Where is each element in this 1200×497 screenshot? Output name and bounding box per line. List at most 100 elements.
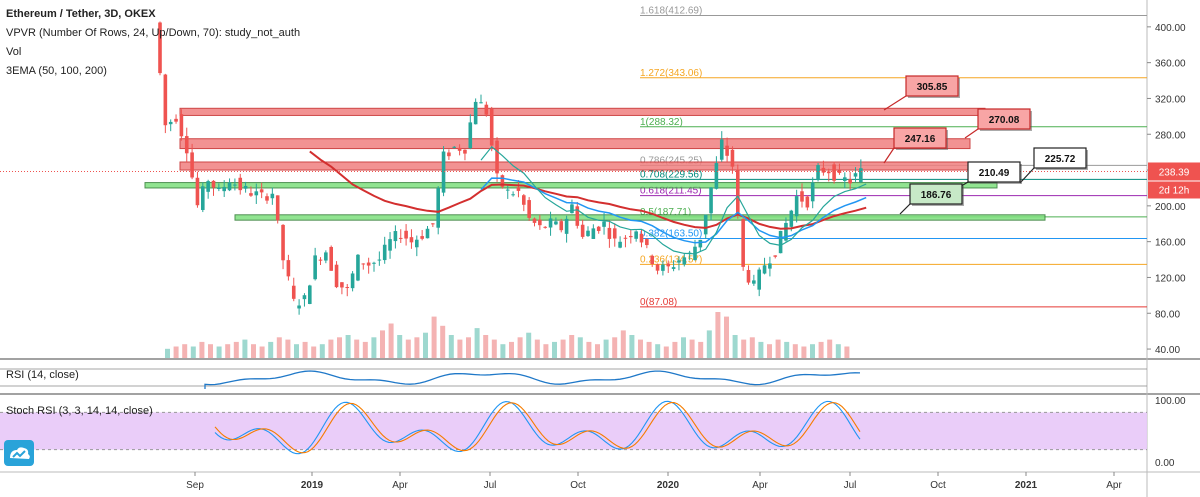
annotation-box	[977, 108, 1031, 130]
volume-bar	[362, 341, 368, 358]
volume-bar	[190, 346, 196, 358]
ema-50-line	[480, 145, 867, 255]
legend-ema: 3EMA (50, 100, 200)	[6, 65, 107, 77]
candle-body	[730, 149, 735, 167]
candle-body	[495, 140, 499, 174]
price-axis-label: 40.00	[1155, 345, 1180, 356]
volume-bar	[706, 330, 712, 358]
candle-body	[265, 196, 269, 201]
candle-body	[719, 139, 724, 160]
candle-body	[174, 118, 178, 122]
candle-body	[329, 246, 333, 271]
candle-body	[415, 239, 419, 248]
volume-bar	[483, 335, 489, 358]
volume-bar	[509, 341, 514, 358]
annotation-label: 186.76	[921, 190, 952, 201]
time-axis-label: 2019	[301, 480, 324, 491]
volume-bar	[844, 346, 850, 358]
candle-body	[805, 196, 810, 208]
candle-body	[837, 170, 842, 173]
candle-body	[853, 173, 858, 177]
volume-bar	[388, 323, 394, 358]
ema-100-line	[480, 177, 867, 244]
candle-body	[479, 102, 483, 104]
candle-body	[463, 149, 467, 154]
volume-bar	[818, 341, 824, 358]
candle-body	[580, 224, 585, 237]
candle-body	[746, 270, 751, 283]
volume-bar	[732, 335, 738, 358]
time-axis-label: 2021	[1015, 480, 1038, 491]
volume-bar	[810, 344, 815, 358]
candle-body	[789, 210, 794, 227]
candle-body	[596, 226, 601, 232]
countdown-badge	[1148, 181, 1200, 199]
volume-bar	[655, 344, 661, 358]
stoch-band	[0, 412, 1147, 450]
fib-level-label: 1(288.32)	[640, 117, 683, 128]
fib-level-label: 0.382(163.50)	[640, 229, 702, 240]
candle-body	[457, 147, 462, 151]
volume-bar	[663, 346, 669, 358]
candle-body	[404, 230, 408, 239]
volume-bar	[225, 344, 231, 358]
volume-bar	[208, 344, 213, 358]
volume-bar	[767, 344, 772, 358]
candle-body	[356, 254, 360, 281]
volume-bar	[629, 335, 635, 358]
volume-bar	[835, 344, 841, 358]
annotation-label: 305.85	[917, 82, 948, 93]
volume-bar	[440, 325, 446, 358]
volume-bar	[758, 341, 764, 358]
candle-body	[768, 263, 772, 269]
stoch-d-line	[214, 402, 861, 454]
candle-body	[489, 108, 494, 146]
candle-body	[345, 287, 350, 289]
candle-body	[575, 206, 580, 226]
volume-bar	[337, 337, 342, 358]
annotation-box	[893, 127, 947, 149]
rsi-label: RSI (14, close)	[6, 369, 79, 381]
candle-body	[308, 285, 312, 304]
candle-body	[762, 265, 767, 274]
candle-body	[409, 237, 414, 243]
candle-body	[645, 239, 649, 246]
volume-bar	[517, 337, 523, 358]
candle-body	[752, 280, 756, 284]
candle-body	[366, 262, 371, 266]
price-axis-label: 160.00	[1155, 238, 1186, 249]
candle-body	[559, 221, 564, 231]
candle-body	[195, 177, 200, 206]
price-axis-label: 120.00	[1155, 273, 1186, 284]
price-axis-label: 320.00	[1155, 94, 1186, 105]
candle-body	[548, 218, 553, 228]
osc-axis-label: 100.00	[1155, 396, 1186, 407]
annotation-pointer	[1019, 167, 1035, 184]
volume-bar	[620, 330, 626, 358]
candle-body	[249, 193, 253, 196]
volume-bar	[827, 339, 833, 358]
current-price-label: 238.39	[1159, 167, 1190, 178]
volume-bar	[534, 339, 540, 358]
candle-body	[206, 181, 210, 192]
tradingview-logo-icon[interactable]	[4, 440, 34, 466]
candle-body	[447, 152, 451, 157]
annotation-box	[905, 75, 959, 97]
candle-body	[313, 255, 317, 280]
candle-body	[227, 182, 232, 191]
legend-vpvr: VPVR (Number Of Rows, 24, Up/Down, 70): …	[6, 27, 301, 39]
fib-level-label: 0.236(134.57)	[640, 254, 702, 265]
volume-bar	[560, 339, 566, 358]
candle-body	[436, 188, 440, 228]
volume-bar	[423, 332, 428, 358]
price-axis-label: 80.00	[1155, 309, 1180, 320]
candle-body	[350, 273, 355, 289]
annotation-box	[967, 161, 1021, 183]
volume-bar	[586, 341, 592, 358]
volume-bar	[775, 339, 781, 358]
time-axis-label: 2020	[657, 480, 680, 491]
candle-body	[532, 218, 537, 223]
candle-body	[388, 239, 392, 251]
candle-body	[270, 193, 275, 199]
